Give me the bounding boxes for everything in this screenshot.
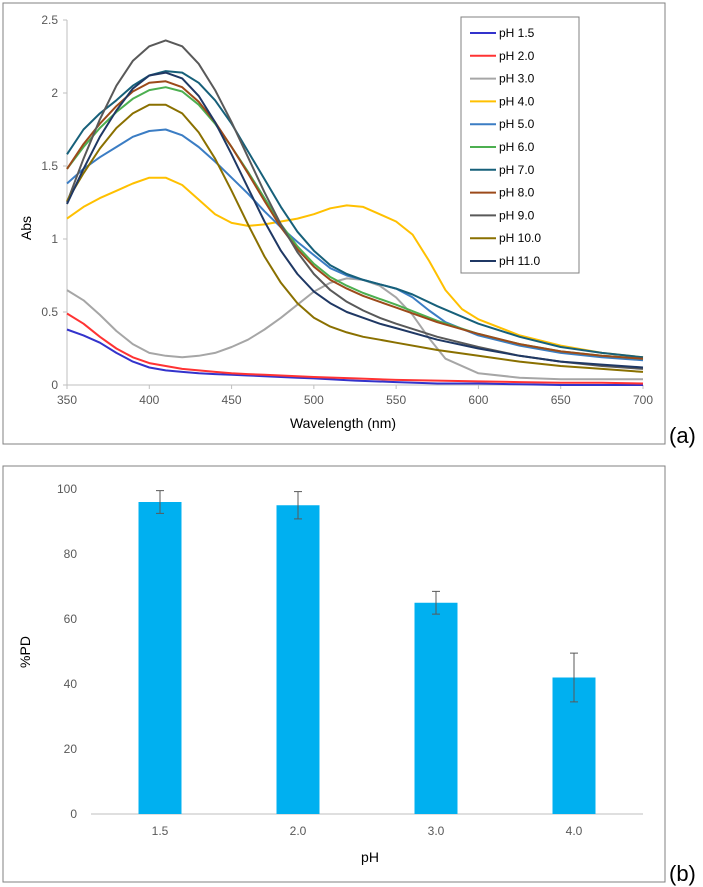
legend-label: pH 10.0: [499, 231, 541, 245]
panel-a-label: (a): [669, 423, 696, 448]
legend-label: pH 7.0: [499, 163, 535, 177]
series-line: [66, 277, 643, 381]
x-tick-label: 1.5: [152, 824, 169, 838]
panel-b-ticks: 0 20 40 60 80 100 1.5 2.0 3.0 4.0: [57, 482, 583, 838]
x-tick-label: 600: [468, 393, 488, 407]
legend-label: pH 8.0: [499, 186, 535, 200]
y-tick-label: 1.5: [41, 159, 58, 173]
y-tick-label: 80: [64, 547, 78, 561]
series-line: [66, 176, 644, 359]
panel-b-error-bars: [156, 490, 578, 703]
x-tick-label: 350: [57, 393, 77, 407]
legend-box: [460, 16, 580, 274]
y-tick-label: 0: [70, 807, 77, 821]
series-line: [66, 70, 644, 359]
series-line: [66, 328, 643, 386]
x-tick-label: 500: [304, 393, 324, 407]
x-tick-label: 3.0: [428, 824, 445, 838]
x-tick-label: 650: [551, 393, 571, 407]
series-line: [66, 39, 644, 370]
legend-label: pH 11.0: [499, 254, 540, 268]
x-tick-label: 450: [222, 393, 242, 407]
y-tick-label: 1: [51, 232, 58, 246]
x-tick-label: 4.0: [566, 824, 583, 838]
y-tick-label: 100: [57, 482, 77, 496]
legend-label: pH 6.0: [499, 140, 535, 154]
panel-b-bars: [138, 502, 596, 814]
panel-b-y-axis-title: %PD: [17, 636, 33, 668]
bar: [414, 602, 458, 814]
x-tick-label: 2.0: [290, 824, 307, 838]
panel-a-ticks: 350 400 450 500 550 600 650 700 0 0.5 1 1.5 2 2.5: [41, 13, 653, 407]
y-tick-label: 60: [64, 612, 78, 626]
x-tick-label: 700: [633, 393, 653, 407]
legend-label: pH 1.5: [499, 26, 535, 40]
bar: [138, 502, 182, 814]
y-tick-label: 0: [51, 378, 58, 392]
y-tick-label: 40: [64, 677, 78, 691]
panel-a-line-chart: 350 400 450 500 550 600 650 700 0 0.5 1 1.5 2 2.5 Abs…: [2, 2, 666, 445]
legend-label: pH 5.0: [499, 117, 535, 131]
panel-b-label: (b): [669, 861, 696, 886]
panel-b-bar-chart: 0 20 40 60 80 100 1.5 2.0 3.0 4.0 %PD pH: [2, 465, 666, 883]
legend-label: pH 9.0: [499, 208, 535, 222]
panel-b-frame: [2, 465, 666, 883]
legend-label: pH 2.0: [499, 49, 535, 63]
y-tick-label: 0.5: [41, 305, 58, 319]
series-line: [66, 80, 644, 360]
x-tick-label: 550: [386, 393, 406, 407]
y-tick-label: 20: [64, 742, 78, 756]
series-line: [66, 312, 644, 385]
y-tick-label: 2: [51, 86, 58, 100]
panel-b-x-axis-title: pH: [361, 849, 379, 865]
legend-label: pH 4.0: [499, 94, 535, 108]
legend-label: pH 3.0: [499, 72, 535, 86]
panel-a-y-axis-title: Abs: [18, 216, 34, 240]
y-tick-label: 2.5: [41, 13, 58, 27]
bar: [276, 505, 320, 814]
legend: pH 1.5 pH 2.0 pH 3.0 pH 4.0 pH 5.0 pH 6.0 pH 7…: [460, 16, 580, 274]
series-line: [66, 71, 644, 369]
series-line: [66, 103, 644, 373]
panel-a-series-lines: [66, 39, 644, 386]
x-tick-label: 400: [139, 393, 159, 407]
panel-a-x-axis-title: Wavelength (nm): [290, 415, 396, 431]
